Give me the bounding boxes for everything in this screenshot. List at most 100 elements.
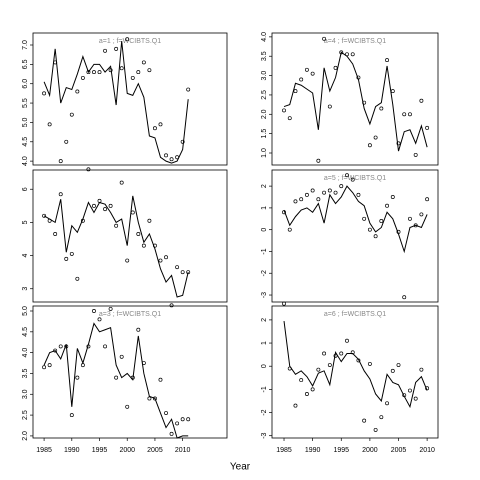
data-point: [130, 75, 135, 80]
data-point: [362, 100, 367, 105]
data-point: [390, 195, 395, 199]
data-point: [367, 361, 372, 366]
data-point: [180, 139, 185, 144]
data-point: [282, 301, 286, 306]
data-point: [350, 350, 355, 355]
x-tick-label: 1985: [36, 447, 52, 454]
data-point: [42, 365, 47, 370]
data-point: [42, 213, 47, 218]
data-point: [136, 232, 141, 236]
y-tick-label: 3.0: [22, 389, 29, 399]
data-point: [114, 46, 119, 51]
y-tick-label: 6.0: [22, 79, 29, 89]
data-point: [327, 104, 332, 109]
data-point: [97, 317, 102, 322]
data-point: [327, 363, 332, 368]
data-point: [47, 218, 52, 223]
y-tick-label: -2: [261, 270, 268, 276]
data-point: [103, 207, 108, 212]
x-tick-label: 1995: [333, 447, 349, 454]
data-point: [310, 188, 315, 193]
data-point: [339, 50, 344, 55]
data-point: [58, 192, 63, 197]
data-point: [75, 276, 80, 281]
data-point: [345, 173, 349, 178]
y-tick-label: 5: [22, 220, 29, 224]
y-tick-label: 0: [261, 228, 268, 232]
data-point: [47, 363, 52, 368]
y-tick-label: 4.5: [22, 327, 29, 337]
x-tick-label: 2005: [391, 447, 407, 454]
x-tick-label: 1985: [276, 447, 292, 454]
data-point: [287, 366, 292, 371]
data-point: [47, 122, 52, 127]
y-tick-label: 2.0: [22, 431, 29, 441]
data-point: [282, 210, 286, 215]
data-point: [152, 243, 157, 248]
y-tick-label: 3: [22, 287, 29, 291]
data-point: [108, 203, 113, 208]
data-point: [408, 112, 412, 117]
data-point: [356, 75, 361, 80]
y-tick-label: 2.5: [261, 90, 268, 100]
data-point: [75, 89, 80, 94]
y-tick-label: 2: [261, 318, 268, 322]
data-point: [169, 431, 174, 436]
data-point: [108, 306, 113, 311]
data-point: [125, 404, 130, 409]
data-point: [164, 255, 168, 260]
data-point: [114, 223, 119, 228]
data-point: [299, 197, 304, 202]
data-point: [362, 418, 367, 423]
panel-title: a=3 ; f=WCIBTS.Q1: [99, 311, 161, 318]
data-point: [86, 167, 91, 172]
data-point: [103, 344, 108, 349]
data-point: [310, 71, 315, 76]
y-tick-label: 5.5: [22, 98, 29, 108]
data-point: [108, 68, 113, 73]
fit-line: [283, 51, 428, 152]
y-tick-label: 4.0: [261, 32, 268, 42]
data-point: [379, 219, 384, 223]
panel-title: a=4 ; f=WCIBTS.Q1: [324, 38, 386, 45]
data-point: [103, 48, 108, 53]
x-tick-label: 2000: [362, 447, 378, 454]
data-point: [333, 190, 338, 195]
data-point: [373, 135, 378, 140]
data-point: [367, 143, 372, 148]
data-point: [136, 327, 141, 332]
data-point: [293, 89, 298, 94]
y-tick-label: 3.0: [261, 71, 268, 81]
data-point: [147, 396, 152, 401]
data-point: [141, 243, 146, 248]
data-point: [64, 256, 69, 261]
panel-frame: [271, 32, 439, 166]
data-point: [396, 363, 401, 368]
y-tick-label: 5.0: [22, 117, 29, 127]
data-point: [136, 70, 141, 75]
data-point: [316, 367, 321, 372]
data-point: [367, 227, 372, 232]
x-tick-label: 2005: [147, 447, 163, 454]
data-point: [408, 216, 412, 221]
x-tick-label: 2010: [419, 447, 435, 454]
data-point: [186, 270, 191, 275]
data-point: [390, 89, 395, 94]
y-tick-label: -3: [261, 292, 268, 298]
data-point: [69, 251, 74, 256]
panel-frame: [271, 305, 439, 439]
data-point: [327, 188, 332, 193]
data-point: [350, 177, 355, 182]
data-point: [130, 375, 135, 380]
data-point: [287, 227, 292, 232]
data-point: [385, 203, 390, 208]
data-point: [152, 396, 157, 401]
data-point: [180, 270, 185, 275]
y-tick-label: 3.5: [22, 368, 29, 378]
data-point: [186, 417, 191, 422]
data-point: [379, 415, 384, 420]
x-tick-label: 2010: [175, 447, 191, 454]
data-point: [408, 388, 412, 393]
y-tick-label: 1: [261, 206, 268, 210]
